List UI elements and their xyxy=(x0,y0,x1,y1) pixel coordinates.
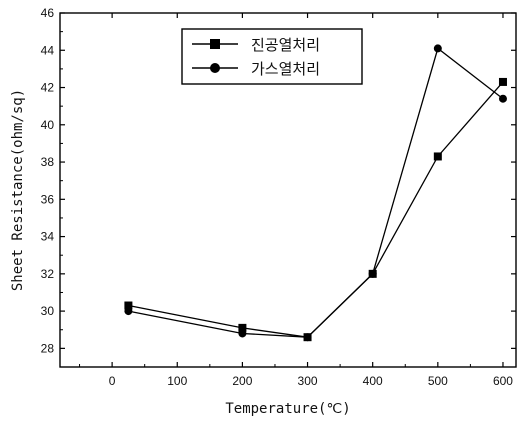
x-tick-label: 600 xyxy=(493,374,513,388)
data-point-vacuum xyxy=(238,323,247,332)
x-tick-label: 300 xyxy=(298,374,318,388)
data-point-gas xyxy=(238,329,247,338)
y-tick-label: 44 xyxy=(41,43,55,57)
x-axis-title: Temperature(℃) xyxy=(225,401,350,417)
y-tick-label: 34 xyxy=(41,230,55,244)
data-point-vacuum xyxy=(124,301,133,310)
legend-label-gas: 가스열처리 xyxy=(251,60,320,78)
series-lines xyxy=(128,47,504,338)
y-axis-title: Sheet Resistance(ohm/sq) xyxy=(10,89,26,291)
y-tick-label: 32 xyxy=(41,267,55,281)
y-tick-label: 38 xyxy=(41,155,55,169)
x-axis: 0 100 200 300 400 500 600 xyxy=(79,13,513,388)
series-line-gas xyxy=(128,47,504,338)
series-points xyxy=(124,44,507,342)
y-tick-label: 28 xyxy=(41,341,55,355)
y-axis: 28 30 32 34 36 38 40 42 44 46 xyxy=(41,6,516,368)
y-tick-label: 42 xyxy=(41,81,55,95)
data-point-gas xyxy=(124,307,133,316)
data-point-vacuum xyxy=(433,152,442,161)
legend-box xyxy=(181,28,363,85)
legend-marker-vacuum xyxy=(210,39,220,49)
y-tick-label: 36 xyxy=(41,192,55,206)
data-point-gas xyxy=(303,333,312,342)
legend-label-vacuum: 진공열처리 xyxy=(251,36,320,54)
y-tick-label: 40 xyxy=(41,118,55,132)
plot-area-frame xyxy=(59,12,517,368)
legend: 진공열처리 가스열처리 xyxy=(181,28,363,85)
data-point-gas xyxy=(498,94,507,103)
data-point-gas xyxy=(433,44,442,53)
x-tick-label: 0 xyxy=(109,374,116,388)
legend-marker-gas xyxy=(210,63,220,73)
data-point-vacuum xyxy=(498,77,507,86)
y-tick-label: 46 xyxy=(41,6,55,20)
x-tick-label: 500 xyxy=(428,374,448,388)
x-tick-label: 400 xyxy=(363,374,383,388)
x-tick-label: 200 xyxy=(232,374,252,388)
data-point-gas xyxy=(368,269,377,278)
x-tick-label: 100 xyxy=(167,374,187,388)
series-line-vacuum xyxy=(128,81,504,338)
y-tick-label: 30 xyxy=(41,304,55,318)
